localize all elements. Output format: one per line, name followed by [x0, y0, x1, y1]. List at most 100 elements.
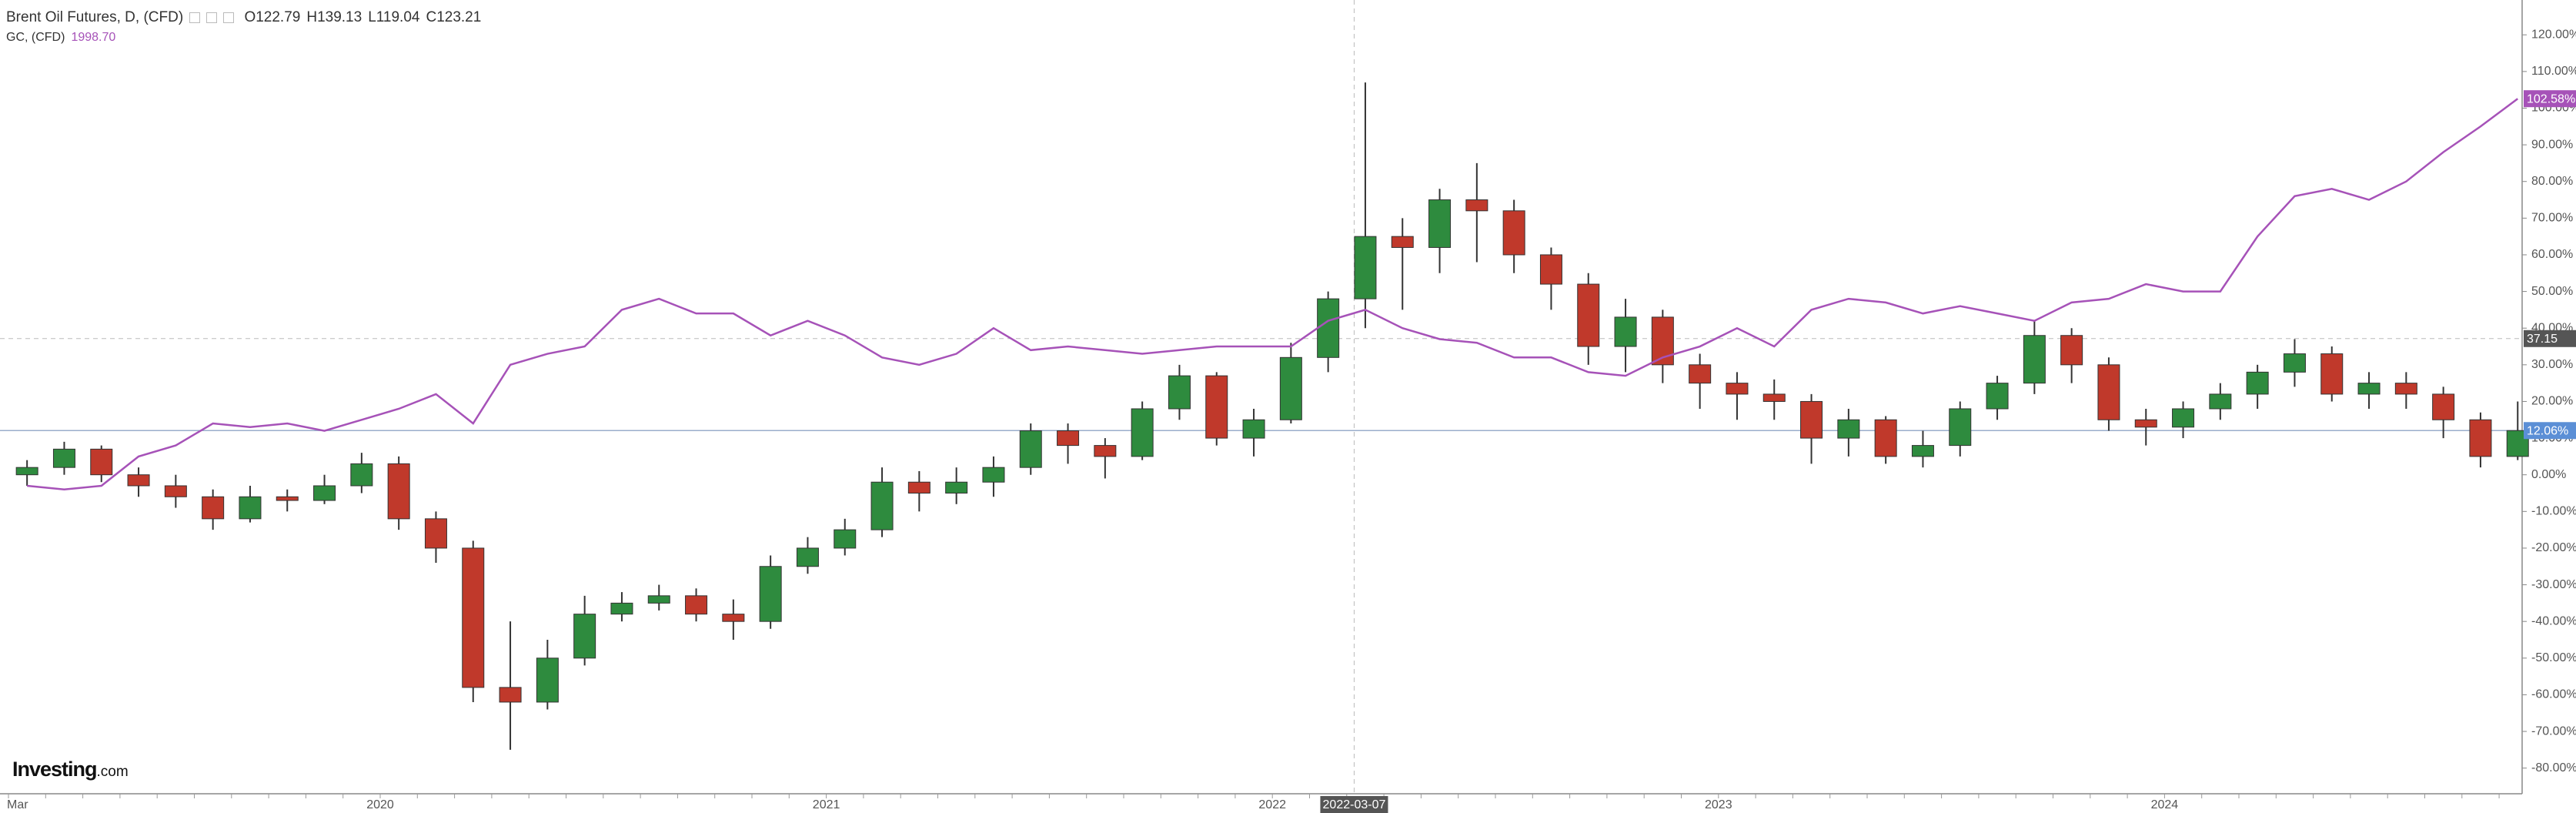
y-tick-label: 50.00%: [2531, 285, 2573, 298]
crosshair-x-box: [1320, 796, 1388, 813]
ohlc-value: O122.79: [244, 9, 301, 25]
candle-body: [870, 481, 894, 530]
ohlc-value: C123.21: [426, 9, 482, 25]
candle-body: [2172, 408, 2195, 428]
header-main: Brent Oil Futures, D, (CFD) O122.79 H139.…: [6, 9, 487, 26]
candle-body: [1986, 383, 2009, 410]
candle-body: [796, 547, 819, 567]
candle-body: [1205, 375, 1228, 439]
candle-body: [1168, 375, 1191, 410]
x-tick-label: 2024: [2151, 798, 2179, 811]
y-tick-label: 80.00%: [2531, 175, 2573, 188]
ohlc-value: L119.04: [368, 9, 420, 25]
candle-body: [127, 474, 150, 487]
candle-body: [313, 485, 336, 501]
y-tick-label: -80.00%: [2531, 761, 2576, 775]
brand-suffix: .com: [96, 764, 129, 780]
y-tick-label: 110.00%: [2531, 65, 2576, 78]
y-tick-label: 20.00%: [2531, 395, 2573, 408]
icon: [189, 12, 201, 23]
x-tick-label: 2022: [1258, 798, 1286, 811]
gold-last-label-box: [2524, 90, 2576, 108]
candle-body: [1131, 408, 1154, 457]
x-tick-label: 2020: [366, 798, 394, 811]
series-name: Brent Oil Futures, D, (CFD): [6, 9, 184, 25]
candle-body: [1911, 445, 1934, 457]
candle-body: [2246, 371, 2269, 395]
header-secondary: GC, (CFD) 1998.70: [6, 31, 122, 45]
candle-body: [2469, 419, 2492, 457]
y-tick-label: 70.00%: [2531, 212, 2573, 225]
candle-body: [202, 496, 225, 520]
ohlc-value: H139.13: [306, 9, 363, 25]
y-tick-label: -10.00%: [2531, 505, 2576, 518]
candle-body: [722, 614, 745, 622]
candle-body: [759, 566, 782, 622]
y-tick-label: -40.00%: [2531, 614, 2576, 627]
candle-body: [52, 448, 75, 468]
icon: [223, 12, 235, 23]
candle-body: [2097, 364, 2120, 420]
candle-body: [90, 448, 113, 476]
candle-body: [1019, 430, 1042, 468]
candle-body: [499, 687, 522, 703]
candle-body: [164, 485, 187, 497]
x-tick-label: 2023: [1705, 798, 1732, 811]
candle-body: [907, 481, 931, 494]
candle-body: [387, 463, 410, 520]
y-tick-label: 90.00%: [2531, 138, 2573, 151]
brent-last-label: 12.06%: [2527, 424, 2568, 437]
candle-body: [2023, 335, 2046, 384]
candle-body: [1577, 283, 1600, 347]
y-tick-label: -30.00%: [2531, 578, 2576, 591]
candle-body: [1726, 383, 1749, 395]
candle-body: [2283, 353, 2306, 373]
y-tick-label: 0.00%: [2531, 468, 2566, 481]
crosshair-x-label: 2022-03-07: [1323, 798, 1386, 811]
y-tick-label: -20.00%: [2531, 541, 2576, 554]
candle-body: [350, 463, 373, 487]
candle-body: [610, 602, 633, 615]
candle-body: [1539, 254, 1562, 285]
candle-body: [15, 467, 38, 476]
y-tick-label: 30.00%: [2531, 358, 2573, 371]
y-tick-label: 120.00%: [2531, 28, 2576, 41]
gold-last-label: 102.58%: [2527, 92, 2575, 105]
candle-body: [1317, 298, 1340, 358]
x-tick-label: Mar: [7, 798, 28, 811]
candle-body: [1874, 419, 1897, 457]
candle-body: [2357, 383, 2381, 395]
y-tick-label: -60.00%: [2531, 688, 2576, 701]
candle-body: [1094, 445, 1117, 457]
candle-body: [1762, 393, 1786, 402]
candle-body: [1428, 199, 1452, 248]
y-tick-label: -70.00%: [2531, 724, 2576, 738]
candle-body: [647, 595, 670, 604]
icon: [206, 12, 218, 23]
candle-body: [462, 547, 485, 688]
x-tick-label: 2021: [813, 798, 840, 811]
series-name: GC, (CFD): [6, 31, 65, 44]
candle-body: [1837, 419, 1860, 439]
candle-body: [1242, 419, 1265, 439]
candle-body: [2134, 419, 2157, 428]
candle-body: [1502, 210, 1525, 256]
gold-line: [27, 98, 2518, 490]
y-tick-label: -50.00%: [2531, 651, 2576, 664]
candle-body: [685, 595, 708, 615]
candle-body: [1614, 316, 1637, 347]
candle-body: [1949, 408, 1972, 447]
candle-body: [834, 529, 857, 549]
candle-body: [2394, 383, 2417, 395]
candle-body: [2432, 393, 2455, 420]
candle-body: [1354, 236, 1377, 299]
candle-body: [2060, 335, 2083, 366]
candle-body: [1689, 364, 1712, 384]
candle-body: [2320, 353, 2344, 395]
brand: Investing: [12, 758, 98, 781]
logo: Investing.com: [12, 758, 129, 781]
candle-body: [945, 481, 968, 494]
candle-body: [1391, 236, 1414, 248]
